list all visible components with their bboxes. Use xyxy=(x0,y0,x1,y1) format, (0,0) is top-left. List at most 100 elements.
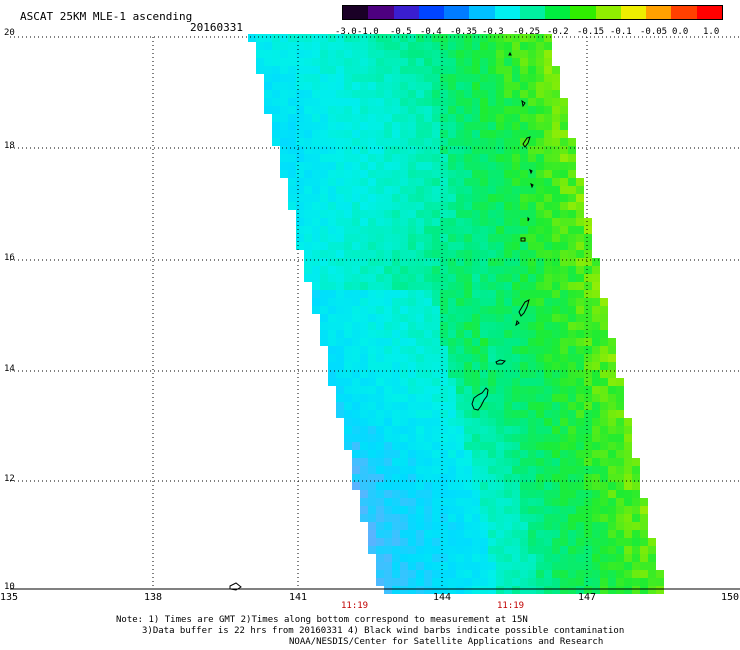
agrihan-outline xyxy=(521,99,526,108)
saipan-outline xyxy=(518,299,530,317)
lat-label-10: 10 xyxy=(4,582,15,592)
swath-cell xyxy=(432,298,440,306)
swath-cell xyxy=(384,146,392,154)
swath-cell xyxy=(408,34,416,42)
swath-cell xyxy=(536,394,544,402)
swath-cell xyxy=(600,410,608,418)
swath-cell xyxy=(336,290,344,298)
swath-cell xyxy=(304,42,312,50)
swath-cell xyxy=(488,458,496,466)
swath-cell xyxy=(528,82,536,90)
swath-cell xyxy=(384,314,392,322)
swath-cell xyxy=(496,42,504,50)
swath-cell xyxy=(336,234,344,242)
swath-cell xyxy=(448,386,456,394)
swath-cell xyxy=(408,482,416,490)
swath-cell xyxy=(544,34,552,42)
swath-cell xyxy=(288,146,296,154)
swath-cell xyxy=(416,354,424,362)
swath-cell xyxy=(360,514,368,522)
swath-cell xyxy=(456,186,464,194)
swath-cell xyxy=(424,442,432,450)
swath-cell xyxy=(544,186,552,194)
swath-cell xyxy=(344,362,352,370)
swath-cell xyxy=(432,490,440,498)
swath-cell xyxy=(472,402,480,410)
swath-cell xyxy=(336,410,344,418)
swath-cell xyxy=(376,202,384,210)
swath-cell xyxy=(528,138,536,146)
swath-cell xyxy=(448,450,456,458)
swath-cell xyxy=(448,426,456,434)
swath-cell xyxy=(568,570,576,578)
swath-cell xyxy=(528,426,536,434)
swath-cell xyxy=(456,474,464,482)
swath-cell xyxy=(584,562,592,570)
swath-cell xyxy=(544,570,552,578)
swath-cell xyxy=(504,530,512,538)
swath-cell xyxy=(520,58,528,66)
swath-cell xyxy=(512,258,520,266)
swath-cell xyxy=(488,474,496,482)
swath-cell xyxy=(352,354,360,362)
swath-cell xyxy=(616,586,624,594)
swath-cell xyxy=(600,522,608,530)
swath-cell xyxy=(536,362,544,370)
swath-cell xyxy=(504,74,512,82)
swath-cell xyxy=(456,466,464,474)
swath-cell xyxy=(424,554,432,562)
swath-cell xyxy=(544,98,552,106)
swath-cell xyxy=(504,98,512,106)
swath-cell xyxy=(560,202,568,210)
swath-cell xyxy=(416,338,424,346)
swath-cell xyxy=(296,242,304,250)
swath-cell xyxy=(288,178,296,186)
swath-cell xyxy=(616,514,624,522)
swath-cell xyxy=(512,250,520,258)
swath-cell xyxy=(456,50,464,58)
swath-cell xyxy=(376,570,384,578)
swath-cell xyxy=(616,466,624,474)
swath-cell xyxy=(448,506,456,514)
swath-cell xyxy=(480,50,488,58)
swath-cell xyxy=(352,442,360,450)
swath-cell xyxy=(440,498,448,506)
swath-cell xyxy=(568,530,576,538)
swath-cell xyxy=(368,130,376,138)
swath-cell xyxy=(512,322,520,330)
swath-cell xyxy=(360,394,368,402)
swath-cell xyxy=(544,154,552,162)
swath-cell xyxy=(496,538,504,546)
swath-cell xyxy=(440,570,448,578)
swath-cell xyxy=(608,426,616,434)
swath-cell xyxy=(600,474,608,482)
swath-cell xyxy=(464,290,472,298)
swath-cell xyxy=(472,426,480,434)
swath-cell xyxy=(400,146,408,154)
swath-cell xyxy=(360,114,368,122)
swath-cell xyxy=(592,410,600,418)
swath-cell xyxy=(416,186,424,194)
swath-cell xyxy=(448,282,456,290)
swath-cell xyxy=(488,482,496,490)
swath-cell xyxy=(424,394,432,402)
swath-cell xyxy=(432,218,440,226)
swath-cell xyxy=(592,466,600,474)
swath-cell xyxy=(344,338,352,346)
swath-cell xyxy=(304,226,312,234)
swath-cell xyxy=(448,218,456,226)
swath-cell xyxy=(592,258,600,266)
swath-cell xyxy=(344,250,352,258)
swath-cell xyxy=(488,370,496,378)
swath-cell xyxy=(504,554,512,562)
swath-cell xyxy=(280,82,288,90)
swath-cell xyxy=(448,514,456,522)
swath-cell xyxy=(480,410,488,418)
swath-cell xyxy=(312,58,320,66)
swath-cell xyxy=(408,266,416,274)
swath-cell xyxy=(432,498,440,506)
swath-cell xyxy=(512,410,520,418)
swath-cell xyxy=(592,530,600,538)
swath-cell xyxy=(328,194,336,202)
swath-cell xyxy=(552,386,560,394)
